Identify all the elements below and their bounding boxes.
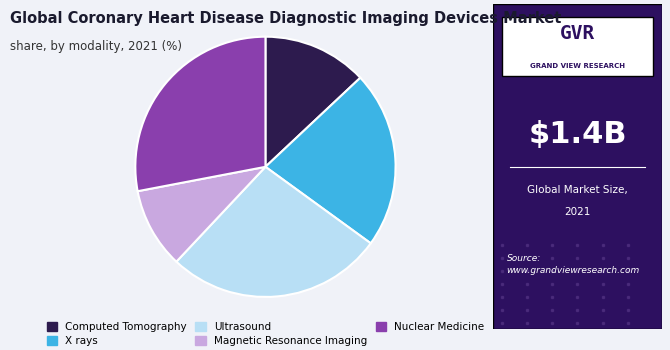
Text: Source:
www.grandviewresearch.com: Source: www.grandviewresearch.com xyxy=(507,254,640,275)
FancyBboxPatch shape xyxy=(502,17,653,76)
Wedge shape xyxy=(265,78,395,243)
Wedge shape xyxy=(137,167,265,262)
FancyBboxPatch shape xyxy=(493,4,662,329)
Text: Global Market Size,: Global Market Size, xyxy=(527,184,628,195)
Wedge shape xyxy=(176,167,371,297)
Text: Global Coronary Heart Disease Diagnostic Imaging Devices Market: Global Coronary Heart Disease Diagnostic… xyxy=(10,10,561,26)
Wedge shape xyxy=(135,37,265,191)
Text: share, by modality, 2021 (%): share, by modality, 2021 (%) xyxy=(10,40,182,53)
Text: GRAND VIEW RESEARCH: GRAND VIEW RESEARCH xyxy=(530,63,625,69)
Text: $1.4B: $1.4B xyxy=(528,120,626,149)
Legend: Computed Tomography, X rays, Ultrasound, Magnetic Resonance Imaging, Nuclear Med: Computed Tomography, X rays, Ultrasound,… xyxy=(42,317,488,350)
Wedge shape xyxy=(265,37,360,167)
Text: GVR: GVR xyxy=(559,24,595,43)
Text: 2021: 2021 xyxy=(564,207,590,217)
